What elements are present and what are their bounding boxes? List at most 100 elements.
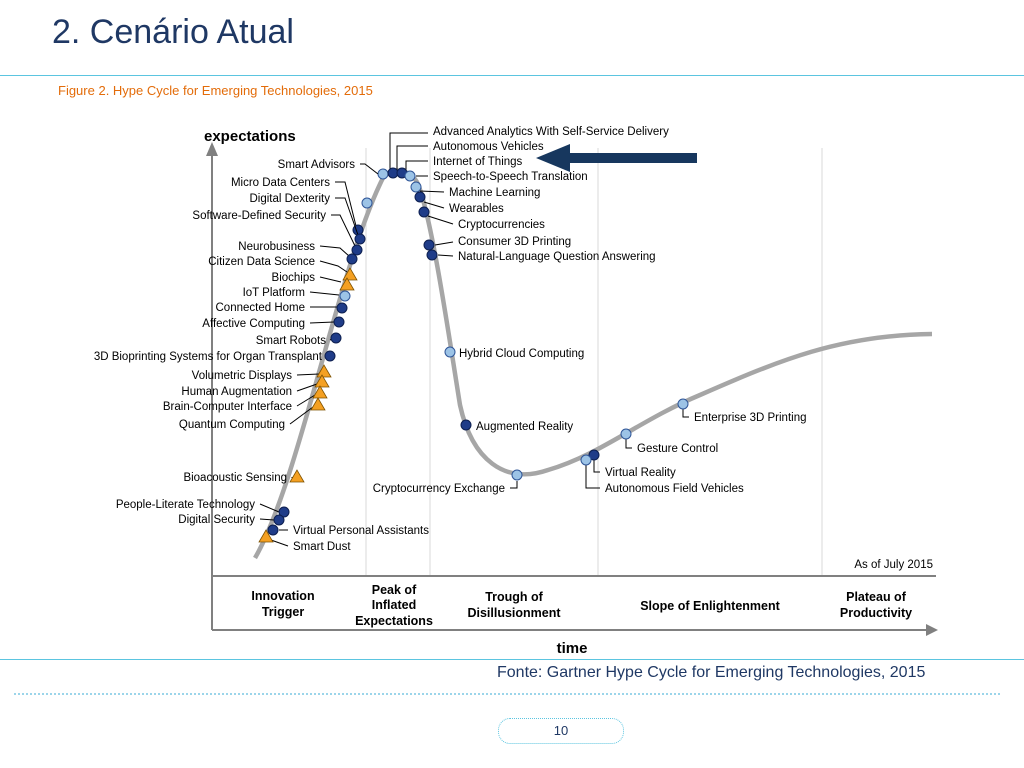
technology-label: Advanced Analytics With Self-Service Del…: [433, 126, 669, 138]
phase-label-line: Productivity: [840, 606, 912, 620]
footer-dotted-divider: [14, 693, 1000, 695]
technology-speech-to-speech-translation: Speech-to-Speech Translation: [404, 170, 588, 183]
technology-machine-learning: Machine Learning: [410, 181, 540, 199]
phase-label-line: Slope of Enlightenment: [640, 599, 780, 613]
leader-line: [593, 460, 600, 473]
leader-line: [296, 394, 316, 407]
technology-people-literate-technology: People-Literate Technology: [116, 499, 290, 518]
technology-label: Virtual Personal Assistants: [293, 525, 429, 537]
technology-label: Smart Dust: [293, 541, 351, 553]
x-axis-label: time: [557, 640, 588, 657]
technology-label: Enterprise 3D Printing: [694, 412, 807, 424]
phase-label-line: Trigger: [262, 605, 305, 619]
technology-natural-language-question-answering: Natural-Language Question Answering: [426, 249, 656, 263]
leader-line: [396, 145, 428, 170]
technology-brain-computer-interface: Brain-Computer Interface: [163, 385, 328, 413]
technology-label: Micro Data Centers: [231, 177, 330, 189]
leader-line: [296, 383, 318, 392]
technology-quantum-computing: Quantum Computing: [179, 397, 326, 431]
leader-line: [389, 132, 428, 170]
technology-label: Cryptocurrencies: [458, 219, 545, 231]
technology-neurobusiness: Neurobusiness: [238, 241, 358, 265]
leader-line: [331, 214, 356, 247]
light-circle-marker-icon: [404, 170, 416, 182]
dark-circle-marker-icon: [588, 449, 600, 461]
phase-label: Innovation Trigger: [251, 589, 314, 619]
phase-label-line: Trough of: [485, 590, 543, 604]
y-axis-label: expectations: [204, 128, 296, 145]
as-of-date: As of July 2015: [854, 559, 933, 571]
leader-line: [423, 201, 445, 209]
figure-caption: Figure 2. Hype Cycle for Emerging Techno…: [58, 83, 373, 98]
technology-consumer-3d-printing: Consumer 3D Printing: [423, 236, 571, 251]
leader-line: [270, 539, 289, 547]
technology-biochips: Biochips: [272, 272, 355, 291]
phase-label-line: Disillusionment: [467, 606, 561, 620]
technology-label: Gesture Control: [637, 443, 718, 455]
technology-label: Neurobusiness: [238, 241, 315, 253]
leader-line: [319, 276, 342, 283]
dark-circle-marker-icon: [333, 316, 345, 328]
source-citation: Fonte: Gartner Hype Cycle for Emerging T…: [497, 664, 926, 681]
dark-circle-marker-icon: [267, 524, 279, 536]
technology-label: Brain-Computer Interface: [163, 401, 292, 413]
technology-bioacoustic-sensing: Bioacoustic Sensing: [183, 469, 305, 484]
leader-line: [419, 190, 445, 193]
light-circle-marker-icon: [620, 428, 632, 440]
technology-label: Cryptocurrency Exchange: [373, 483, 505, 495]
phase-label-line: Peak of: [372, 583, 417, 597]
leader-line: [437, 254, 454, 257]
technology-label: Natural-Language Question Answering: [458, 251, 656, 263]
technology-label: Bioacoustic Sensing: [183, 472, 287, 484]
y-axis-arrow-icon: [206, 142, 218, 156]
dark-circle-marker-icon: [330, 332, 342, 344]
technology-hybrid-cloud-computing: Hybrid Cloud Computing: [444, 346, 584, 360]
highlight-arrow-icon: [536, 144, 697, 172]
technology-label: 3D Bioprinting Systems for Organ Transpl…: [94, 351, 323, 363]
light-circle-marker-icon: [361, 197, 373, 209]
technology-label: Virtual Reality: [605, 467, 676, 479]
leader-line: [434, 241, 454, 246]
leader-line: [360, 163, 379, 175]
technology-label: Smart Robots: [256, 335, 327, 347]
technology-volumetric-displays: Volumetric Displays: [192, 364, 332, 382]
light-circle-marker-icon: [410, 181, 422, 193]
technology-iot-platform: IoT Platform: [243, 287, 351, 302]
technology-gesture-control: Gesture Control: [620, 428, 718, 455]
leader-line: [625, 439, 632, 449]
leader-line: [319, 245, 350, 257]
leader-line: [510, 481, 518, 489]
triangle-marker-icon: [316, 364, 332, 378]
technology-software-defined-security: Software-Defined Security: [192, 210, 363, 256]
triangle-marker-icon: [289, 469, 305, 483]
dark-circle-marker-icon: [460, 419, 472, 431]
technology-smart-robots: Smart Robots: [256, 332, 342, 347]
light-circle-marker-icon: [677, 398, 689, 410]
technology-label: Internet of Things: [433, 156, 523, 168]
technology-human-augmentation: Human Augmentation: [181, 374, 330, 398]
leader-line: [682, 409, 689, 418]
dark-circle-marker-icon: [426, 249, 438, 261]
hype-curve: [253, 168, 933, 560]
leader-line: [319, 260, 348, 273]
leader-line: [289, 406, 314, 425]
leader-line: [259, 503, 280, 513]
light-circle-marker-icon: [511, 469, 523, 481]
technology-digital-security: Digital Security: [178, 514, 285, 526]
technology-micro-data-centers: Micro Data Centers: [231, 177, 364, 236]
time-axis-arrow-icon: [926, 624, 938, 636]
light-circle-marker-icon: [580, 454, 592, 466]
page-number: 10: [498, 718, 624, 744]
technology-enterprise-3d-printing: Enterprise 3D Printing: [677, 398, 807, 424]
leader-line: [309, 291, 340, 296]
dark-circle-marker-icon: [336, 302, 348, 314]
technology-augmented-reality: Augmented Reality: [460, 419, 573, 433]
leader-line: [335, 197, 359, 236]
technology-smart-advisors: Smart Advisors: [278, 159, 379, 209]
dark-circle-marker-icon: [354, 233, 366, 245]
phase-label: Plateau of Productivity: [840, 590, 912, 620]
technology-3d-bioprinting-systems-for-organ-transplant: 3D Bioprinting Systems for Organ Transpl…: [94, 350, 336, 363]
triangle-marker-icon: [342, 267, 358, 281]
technology-label: Speech-to-Speech Translation: [433, 171, 588, 183]
